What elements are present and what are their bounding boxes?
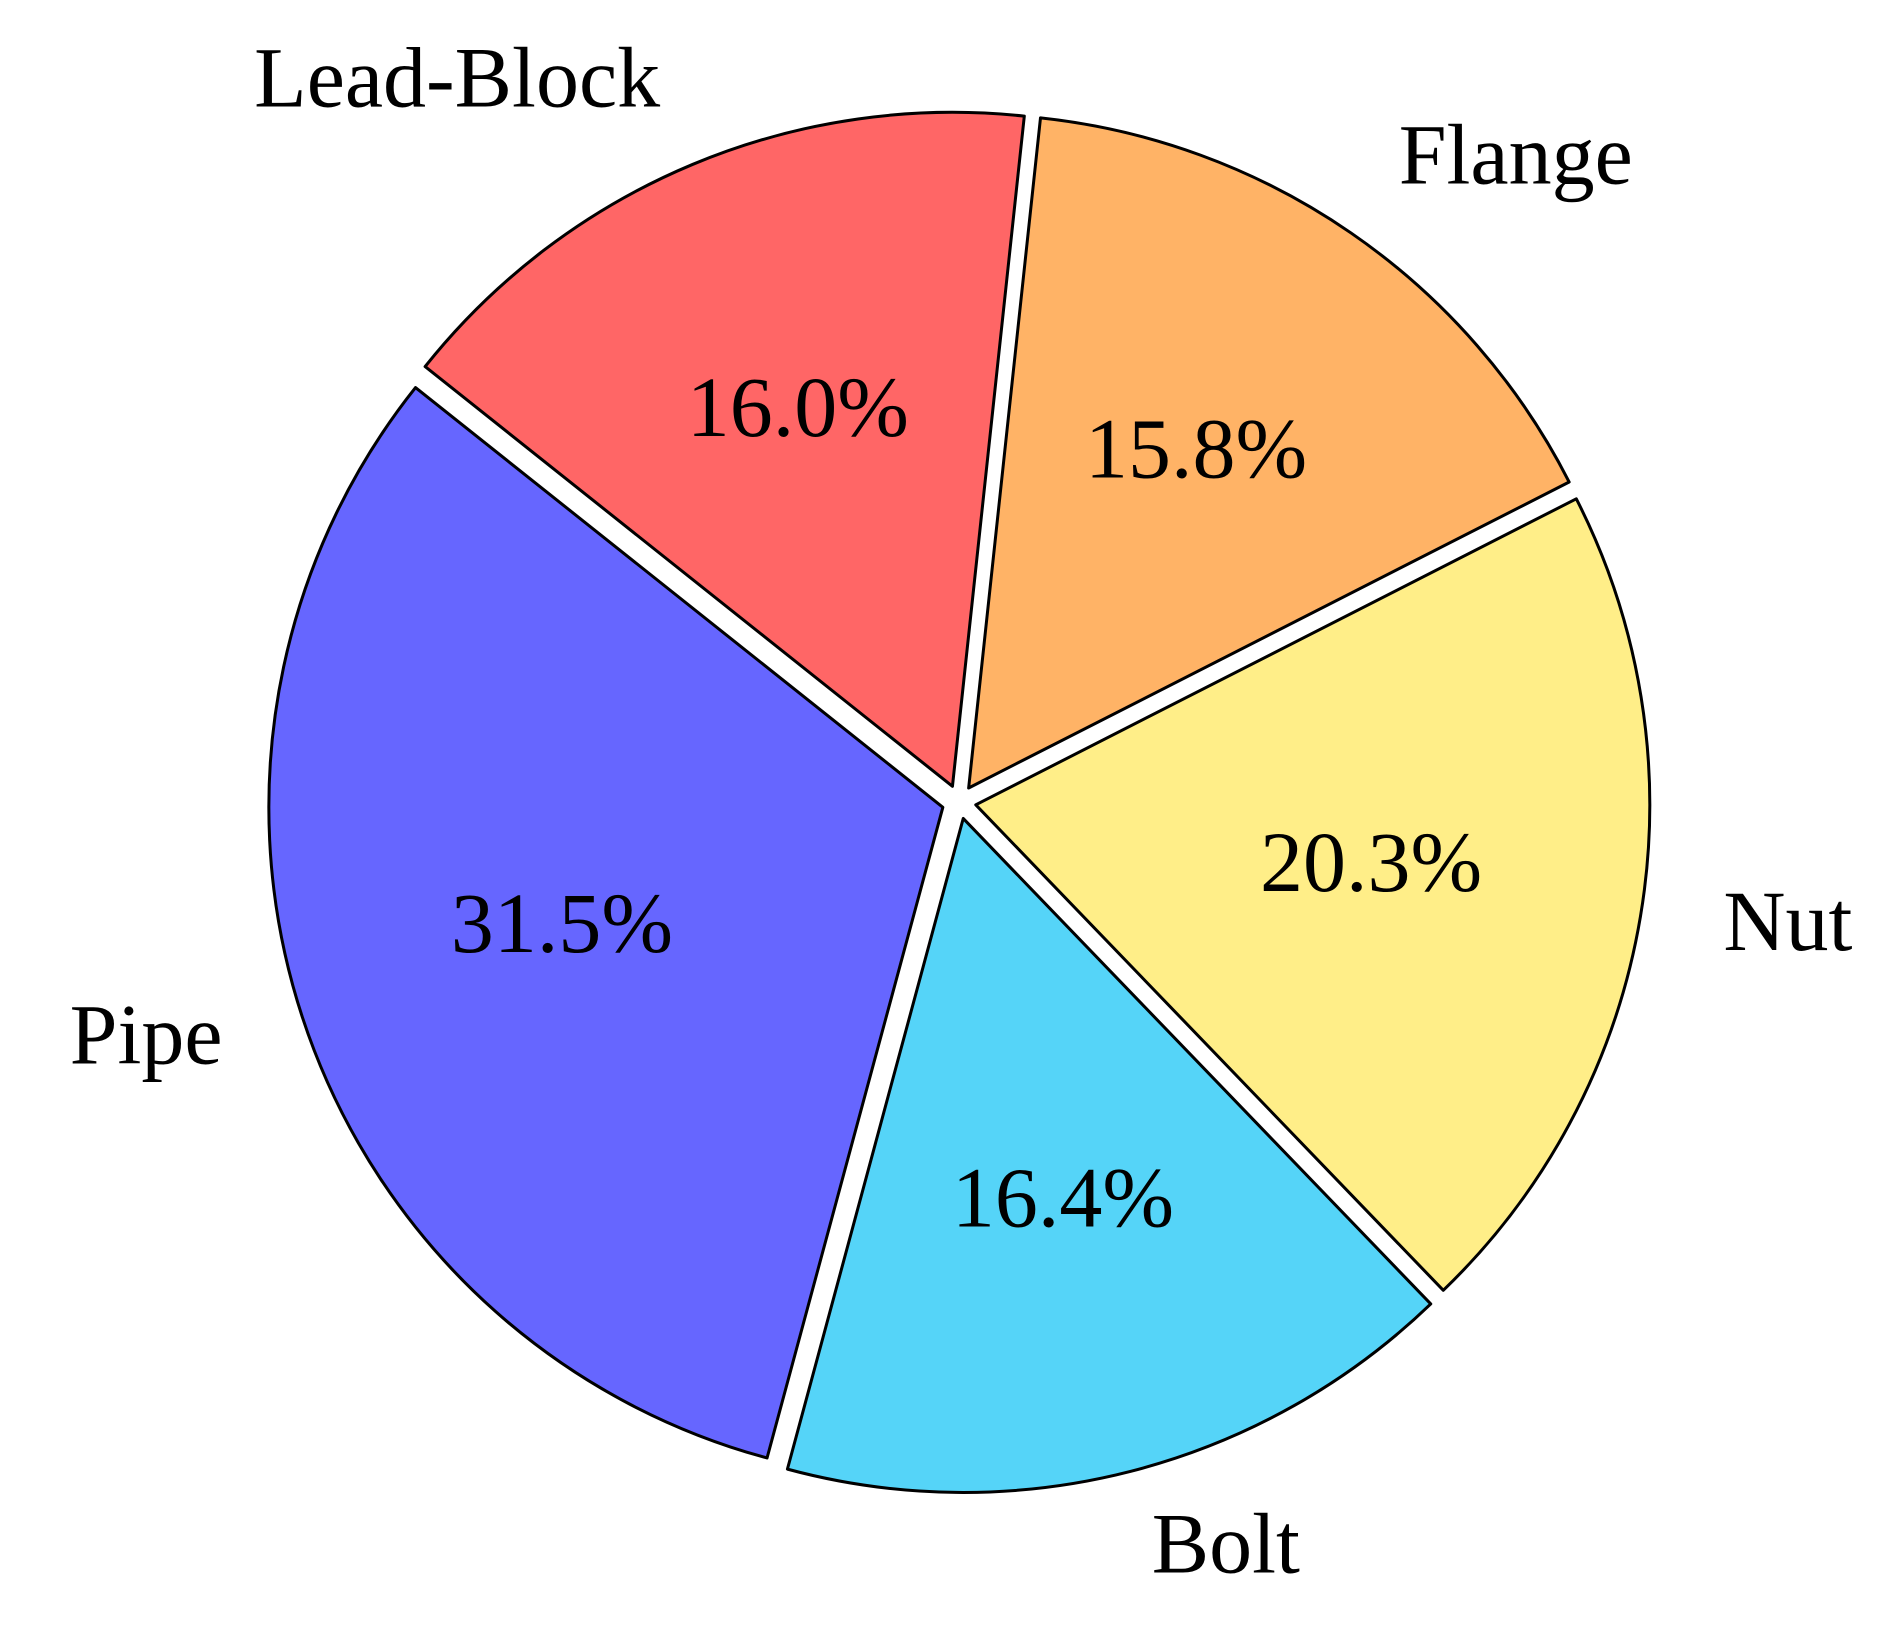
slice-label: Lead-Block xyxy=(254,30,660,126)
slice-label: Nut xyxy=(1723,873,1852,969)
slice-label: Bolt xyxy=(1152,1495,1300,1591)
pie-slice xyxy=(423,110,1026,788)
value-label: 15.8% xyxy=(1085,401,1307,497)
value-label: 31.5% xyxy=(451,875,673,971)
value-label: 16.4% xyxy=(952,1149,1174,1245)
pie-slice xyxy=(974,497,1652,1292)
value-label: 16.0% xyxy=(687,359,909,455)
slice-label: Pipe xyxy=(70,987,223,1083)
slice-label: Flange xyxy=(1399,106,1633,202)
value-label: 20.3% xyxy=(1260,814,1482,910)
pie-slice xyxy=(967,116,1571,790)
pie-slice xyxy=(785,816,1433,1494)
pie-slice xyxy=(267,386,945,1460)
